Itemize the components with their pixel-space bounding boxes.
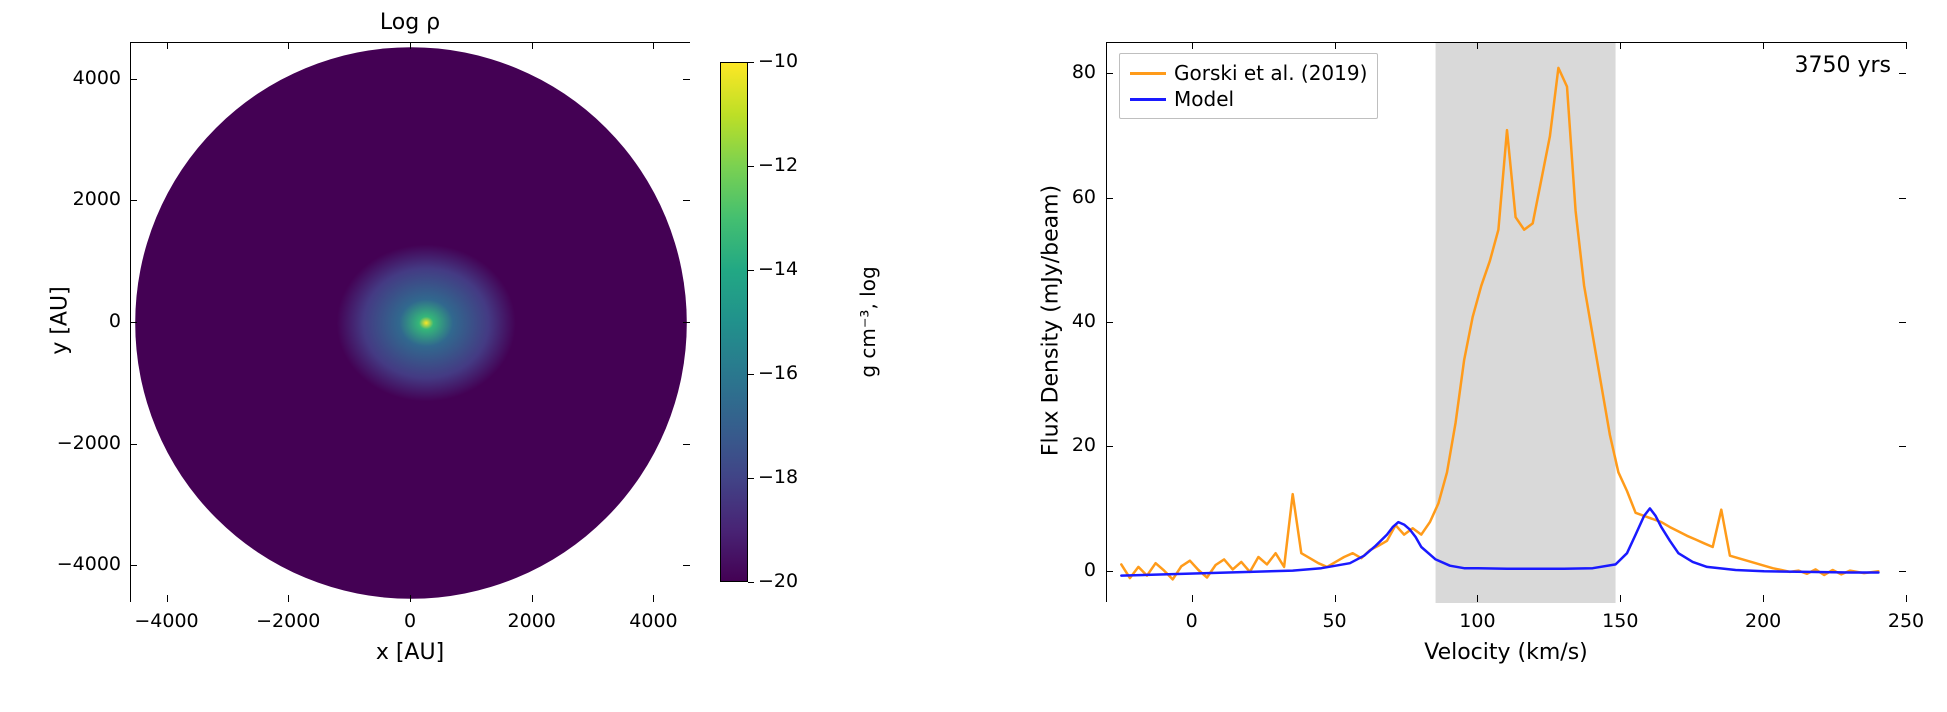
legend-item: Gorski et al. (2019) <box>1130 60 1367 86</box>
right-xlabel: Velocity (km/s) <box>1106 640 1906 665</box>
legend: Gorski et al. (2019)Model <box>1119 53 1378 119</box>
right-panel: 3750 yrs Gorski et al. (2019)Model 05010… <box>0 0 1947 712</box>
spectrum-plot <box>1107 43 1907 603</box>
legend-swatch <box>1130 72 1166 75</box>
legend-label: Model <box>1174 87 1234 111</box>
right-time-annotation: 3750 yrs <box>1794 53 1891 78</box>
legend-label: Gorski et al. (2019) <box>1174 61 1367 85</box>
right-ylabel: Flux Density (mJy/beam) <box>1039 151 1064 491</box>
legend-swatch <box>1130 98 1166 101</box>
right-axes: 3750 yrs Gorski et al. (2019)Model <box>1106 42 1906 602</box>
legend-item: Model <box>1130 86 1367 112</box>
figure: Log ρ 3750 yrs −4000−2000020004000 −4000… <box>0 0 1947 712</box>
